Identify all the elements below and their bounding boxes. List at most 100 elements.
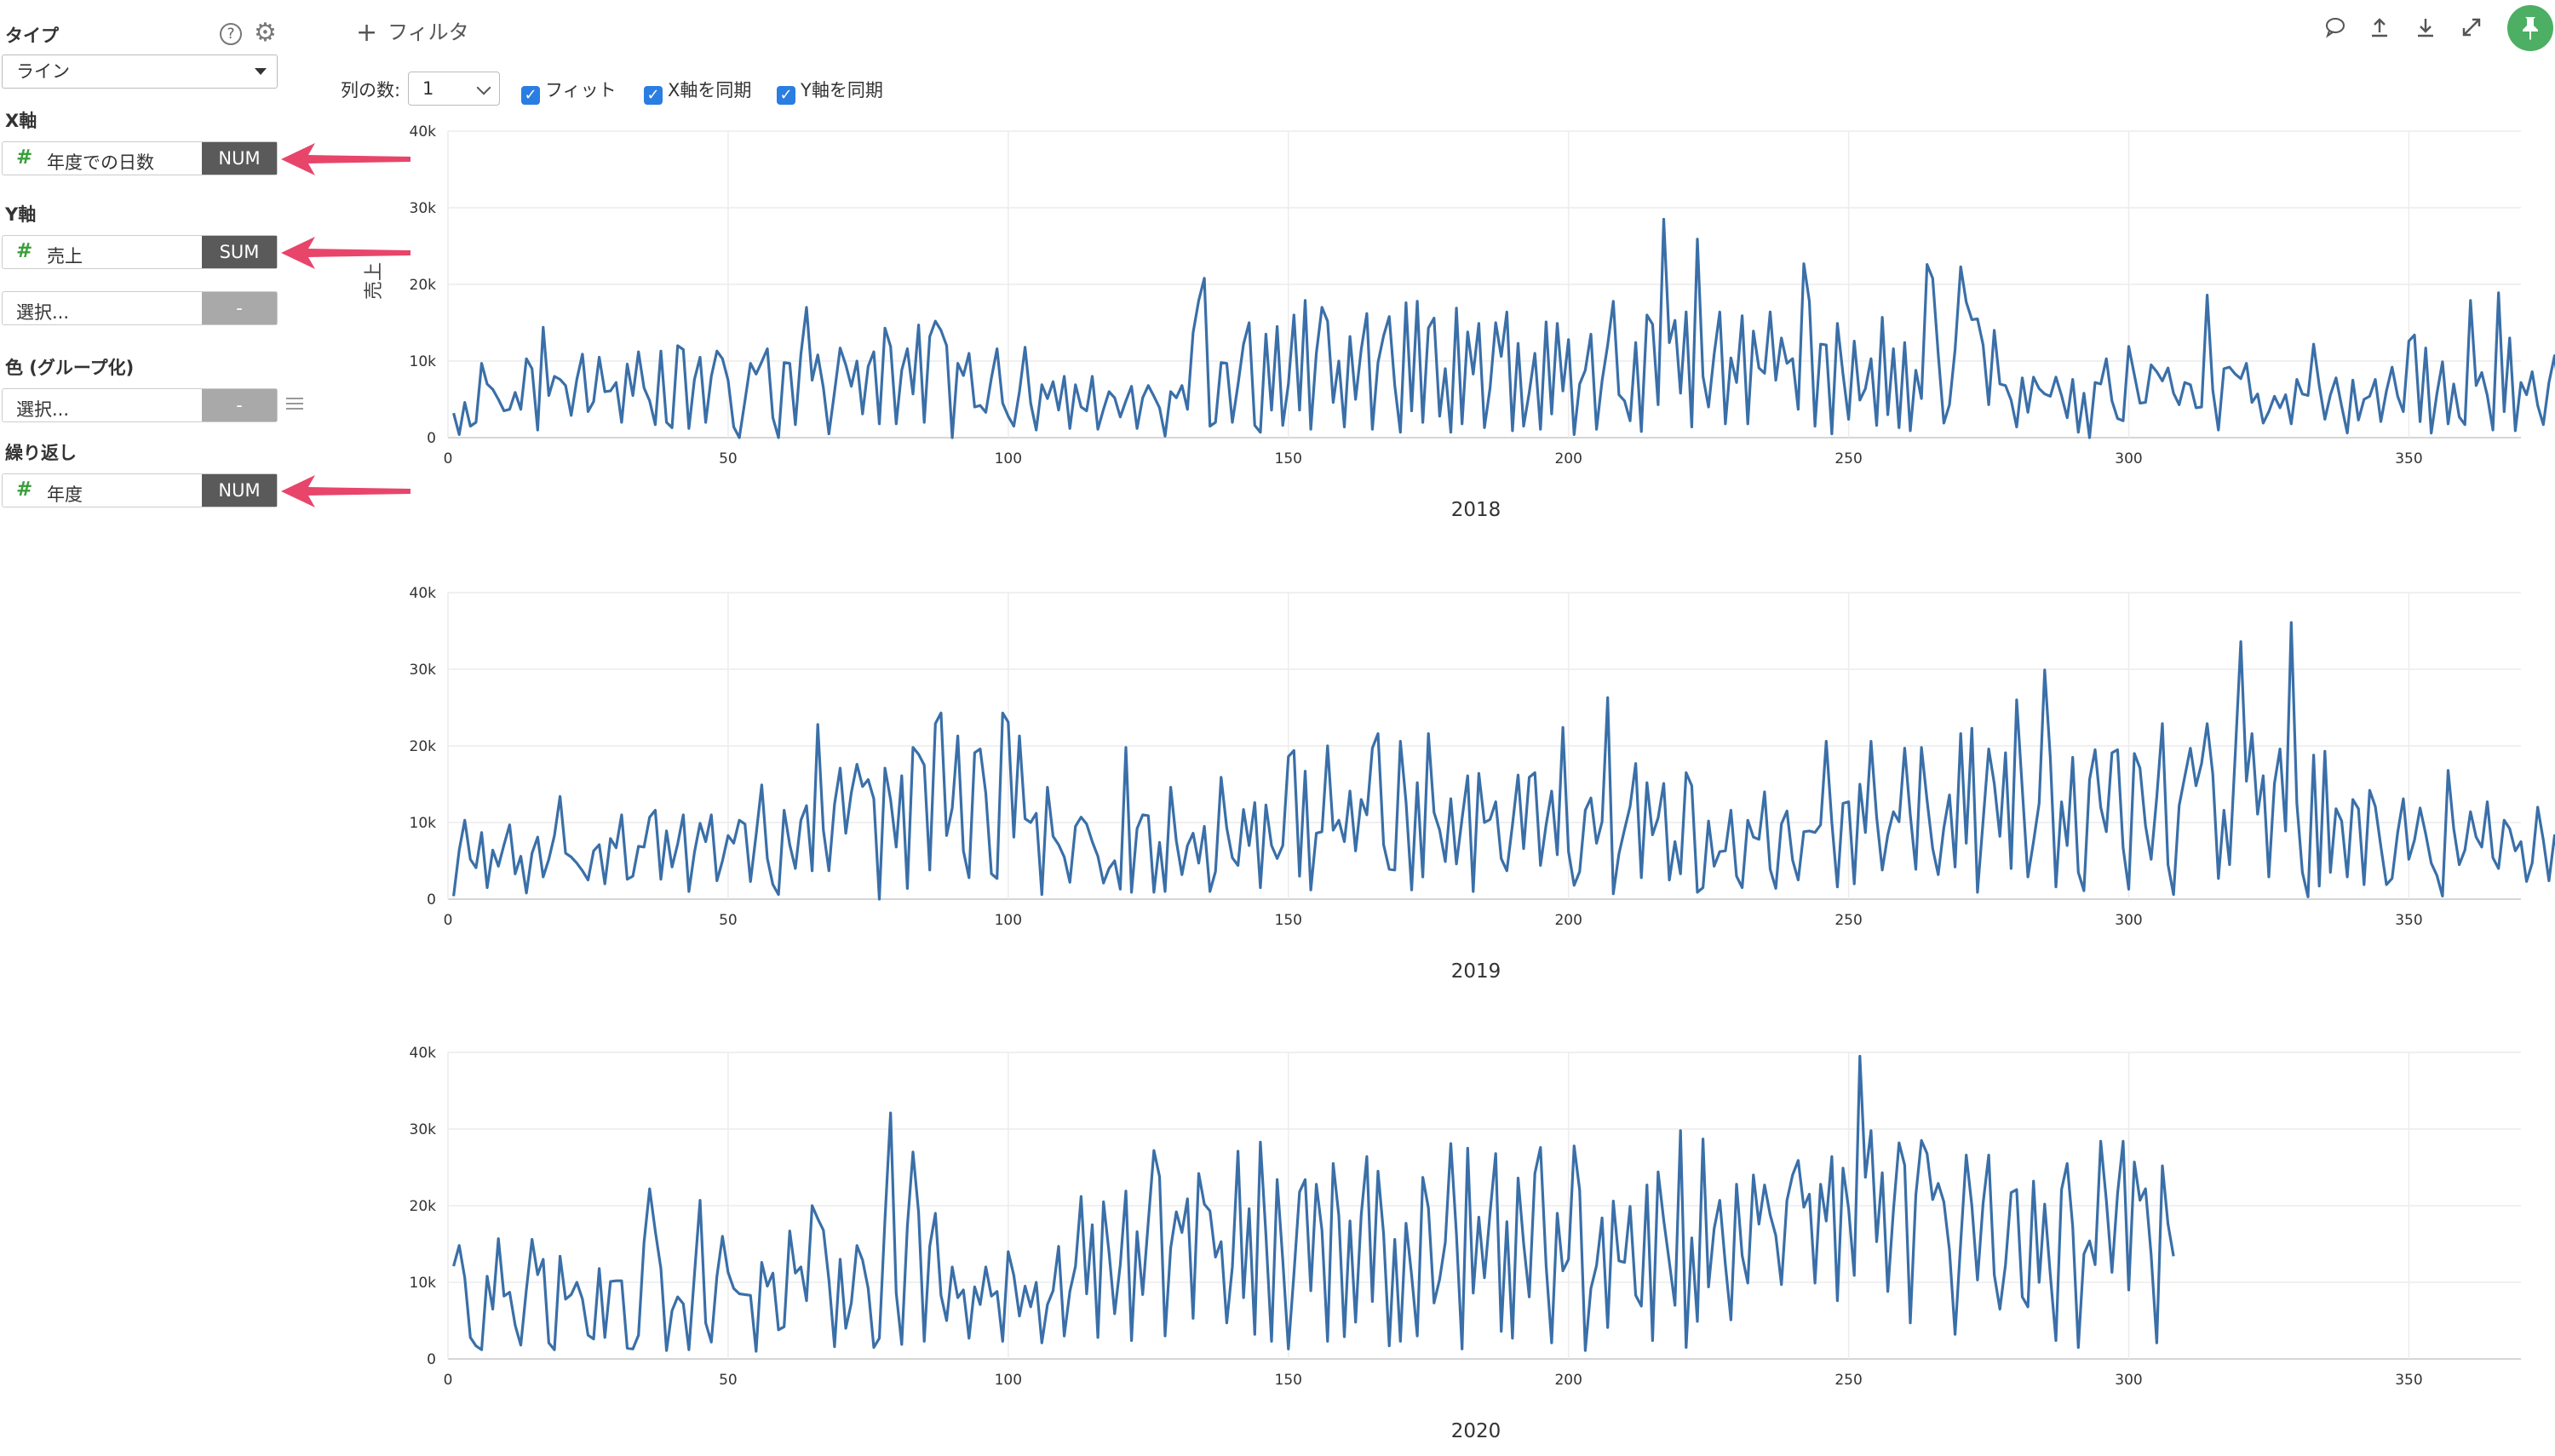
y-tick-label: 10k [410, 815, 437, 832]
x-tick-label: 100 [995, 912, 1022, 929]
numeric-hash-icon: # [16, 146, 33, 169]
y-axis-extra-placeholder: 選択... [16, 302, 70, 323]
list-menu-icon[interactable] [286, 394, 303, 413]
series-line-2019 [452, 621, 2555, 901]
x-axis-field-name: 年度での日数 [47, 152, 154, 173]
type-section-label: タイプ [5, 26, 59, 46]
y-tick-label: 0 [427, 891, 436, 909]
y-tick-label: 40k [410, 123, 437, 140]
y-axis-title: 売上 [364, 262, 385, 300]
x-tick-label: 150 [1275, 912, 1302, 929]
fit-checkbox-label: フィット [545, 80, 617, 100]
facet-label: 2020 [1451, 1420, 1501, 1442]
expand-icon[interactable] [2460, 15, 2483, 44]
y-tick-label: 30k [410, 200, 437, 217]
color-group-section-label: 色 (グループ化) [5, 358, 135, 378]
x-tick-label: 100 [995, 450, 1022, 467]
caret-down-icon [255, 68, 267, 75]
y-axis-section-label: Y軸 [5, 204, 37, 225]
repeat-field[interactable]: # 年度 NUM [2, 473, 278, 507]
chart-type-select[interactable]: ライン [2, 54, 278, 89]
download-icon[interactable] [2414, 15, 2437, 44]
sync-x-checkbox-label: X軸を同期 [668, 80, 752, 100]
sync-x-checkbox[interactable]: ✓ X軸を同期 [644, 77, 751, 105]
columns-count-label: 列の数: [341, 80, 401, 100]
y-axis-field-name: 売上 [47, 246, 83, 267]
y-tick-label: 10k [410, 353, 437, 370]
x-tick-label: 50 [719, 912, 738, 929]
x-tick-label: 300 [2115, 450, 2142, 467]
fit-checkbox[interactable]: ✓ フィット [521, 77, 617, 105]
pin-icon[interactable] [2507, 5, 2553, 51]
checkbox-checked-icon: ✓ [644, 86, 663, 105]
x-tick-label: 350 [2395, 912, 2422, 929]
y-axis-aggregation-button[interactable]: SUM [202, 236, 277, 268]
y-tick-label: 20k [410, 1198, 437, 1215]
y-tick-label: 10k [410, 1275, 437, 1292]
sync-y-checkbox-label: Y軸を同期 [801, 80, 883, 100]
x-tick-label: 350 [2395, 1372, 2422, 1389]
y-tick-label: 0 [427, 430, 436, 447]
x-tick-label: 300 [2115, 1372, 2142, 1389]
numeric-hash-icon: # [16, 240, 33, 262]
y-tick-label: 20k [410, 277, 437, 294]
x-tick-label: 150 [1275, 1372, 1302, 1389]
add-filter-button[interactable]: + フィルタ [356, 15, 469, 48]
y-tick-label: 0 [427, 1351, 436, 1368]
repeat-section-label: 繰り返し [5, 443, 77, 463]
y-tick-label: 40k [410, 585, 437, 602]
repeat-aggregation-button[interactable]: NUM [202, 474, 277, 507]
comment-icon[interactable] [2323, 15, 2347, 44]
x-axis-field[interactable]: # 年度での日数 NUM [2, 141, 278, 175]
x-tick-label: 200 [1554, 1372, 1582, 1389]
repeat-field-name: 年度 [47, 484, 83, 505]
y-axis-extra-field[interactable]: 選択... - [2, 291, 278, 325]
x-tick-label: 350 [2395, 450, 2422, 467]
y-tick-label: 30k [410, 1121, 437, 1138]
upload-icon[interactable] [2368, 15, 2391, 44]
y-axis-field[interactable]: # 売上 SUM [2, 235, 278, 269]
question-circle-icon[interactable]: ? [220, 23, 242, 45]
x-tick-label: 250 [1834, 1372, 1862, 1389]
annotation-arrow-x-axis [281, 143, 411, 175]
numeric-hash-icon: # [16, 479, 33, 501]
color-group-aggregation-button[interactable]: - [202, 389, 277, 421]
x-tick-label: 0 [444, 912, 453, 929]
x-tick-label: 250 [1834, 912, 1862, 929]
x-tick-label: 200 [1554, 450, 1582, 467]
x-axis-section-label: X軸 [5, 111, 37, 131]
color-group-field[interactable]: 選択... - [2, 388, 278, 422]
x-tick-label: 50 [719, 1372, 738, 1389]
color-group-placeholder: 選択... [16, 399, 70, 420]
chart-facet-2020: 0 10k 20k 30k 40k 0 50 100 150 200 250 300 350 2020 [410, 1045, 2521, 1442]
series-line-2018 [452, 217, 2555, 439]
y-tick-label: 20k [410, 738, 437, 755]
columns-count-select[interactable]: 1 [408, 72, 500, 106]
x-tick-label: 0 [444, 450, 453, 467]
x-tick-label: 150 [1275, 450, 1302, 467]
chart-type-value: ライン [16, 61, 70, 82]
sync-y-checkbox[interactable]: ✓ Y軸を同期 [777, 77, 883, 105]
annotation-arrow-repeat [281, 475, 411, 507]
x-tick-label: 250 [1834, 450, 1862, 467]
x-tick-label: 0 [444, 1372, 453, 1389]
facet-label: 2019 [1451, 960, 1501, 983]
x-axis-aggregation-button[interactable]: NUM [202, 142, 277, 175]
x-tick-label: 50 [719, 450, 738, 467]
x-tick-label: 300 [2115, 912, 2142, 929]
plus-icon: + [356, 18, 378, 48]
y-axis-extra-aggregation-button[interactable]: - [202, 292, 277, 324]
y-tick-label: 30k [410, 662, 437, 679]
filter-label: フィルタ [388, 20, 469, 44]
y-tick-label: 40k [410, 1045, 437, 1062]
checkbox-checked-icon: ✓ [521, 86, 540, 105]
gear-icon[interactable]: ⚙ [254, 18, 277, 48]
chart-facet-2018: 0 10k 20k 30k 40k 0 50 100 150 200 250 300 350 2018 [410, 123, 2555, 521]
x-tick-label: 200 [1554, 912, 1582, 929]
checkbox-checked-icon: ✓ [777, 86, 795, 105]
columns-count-value: 1 [422, 78, 434, 99]
x-tick-label: 100 [995, 1372, 1022, 1389]
facet-label: 2018 [1451, 499, 1501, 521]
